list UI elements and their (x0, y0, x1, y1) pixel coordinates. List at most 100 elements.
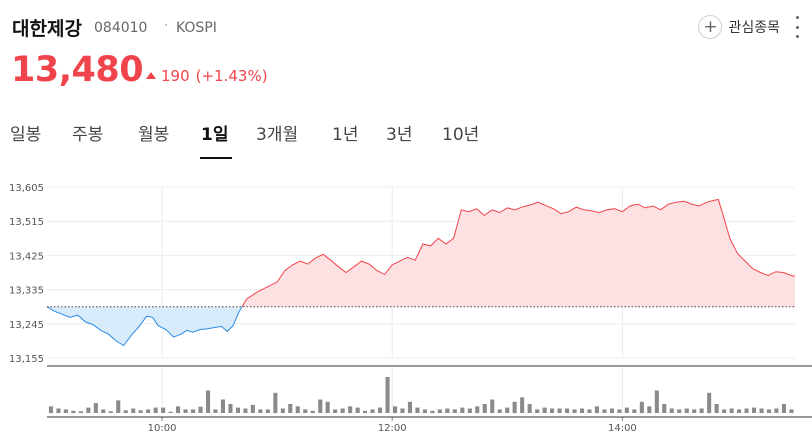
volume-bar (378, 407, 383, 413)
volume-bar (729, 408, 734, 413)
tab-monthly[interactable]: 월봉 (138, 125, 170, 145)
x-tick-label: 14:00 (608, 423, 637, 434)
volume-bar (176, 406, 181, 414)
volume-bar (565, 408, 570, 413)
volume-bar (647, 406, 652, 414)
stock-code: 084010 (94, 20, 148, 36)
add-watchlist-button[interactable]: + 관심종목 (698, 15, 780, 39)
volume-bar (400, 408, 405, 413)
volume-bar (632, 409, 637, 413)
volume-bar (348, 406, 353, 414)
tab-1year[interactable]: 1년 (332, 125, 359, 145)
volume-bar (303, 409, 308, 413)
volume-bar (744, 408, 749, 413)
volume-bar (280, 408, 285, 413)
volume-bar (662, 404, 667, 413)
down-area (47, 306, 795, 346)
volume-bar (288, 404, 293, 413)
volume-bar (490, 399, 495, 413)
volume-bar (318, 399, 323, 413)
volume-bar (273, 392, 278, 414)
volume-bar (93, 403, 98, 413)
tab-weekly[interactable]: 주봉 (72, 125, 104, 145)
volume-bar (774, 408, 779, 413)
volume-bar (669, 408, 674, 413)
volume-bar (759, 408, 764, 413)
tab-10year[interactable]: 10년 (442, 125, 480, 145)
volume-bar (146, 409, 151, 413)
stock-name: 대한제강 (12, 18, 82, 40)
volume-bar (355, 407, 360, 413)
separator-dot: · (164, 18, 169, 34)
volume-bar (452, 409, 457, 413)
volume-bar (220, 399, 225, 413)
volume-bar (445, 408, 450, 413)
volume-bar (624, 407, 629, 413)
up-line (47, 198, 796, 307)
tab-3year[interactable]: 3년 (386, 125, 413, 145)
x-axis: 10:00 12:00 14:00 (47, 416, 812, 434)
change-amount: 190 (161, 67, 190, 85)
volume-bar (415, 407, 420, 413)
volume-bar (63, 409, 68, 413)
volume-bar (714, 404, 719, 413)
volume-bar (48, 406, 53, 414)
volume-bar (86, 407, 91, 413)
volume-bar (385, 377, 390, 413)
volume-bar (722, 409, 727, 413)
volume-bar (168, 411, 173, 413)
volume-bar (295, 406, 300, 414)
volume-bar (325, 401, 330, 414)
volume-bar (767, 409, 772, 413)
volume-bar (550, 408, 555, 413)
tab-3month[interactable]: 3개월 (256, 125, 299, 145)
volume-bar (699, 408, 704, 413)
volume-bar (116, 400, 121, 413)
volume-bar (138, 410, 143, 413)
down-line (46, 306, 243, 347)
y-tick-label: 13,155 (9, 354, 44, 365)
volume-bar (370, 409, 375, 413)
volume-bar (520, 397, 525, 413)
y-tick-label: 13,335 (9, 286, 44, 297)
volume-bar (191, 409, 196, 413)
x-tick-label: 10:00 (148, 423, 177, 434)
tab-1day[interactable]: 1일 (201, 125, 229, 145)
volume-bar (250, 404, 255, 413)
volume-bar (781, 404, 786, 413)
volume-bar (684, 408, 689, 413)
volume-bar (482, 404, 487, 413)
volume-bar (310, 410, 315, 414)
y-tick-label: 13,605 (9, 183, 44, 194)
intraday-chart[interactable]: 13,605 13,515 13,425 13,335 13,245 13,155 10:… (0, 172, 812, 441)
y-tick-label: 13,245 (9, 320, 44, 331)
volume-bar (228, 404, 233, 413)
volume-bar (572, 409, 577, 413)
volume-bar (737, 409, 742, 413)
volume-bar (602, 409, 607, 413)
x-tick-label: 12:00 (378, 423, 407, 434)
volume-bar (108, 411, 113, 413)
volume-bar (497, 409, 502, 413)
volume-bar (422, 409, 427, 413)
volume-bar (542, 407, 547, 413)
volume-bar (609, 408, 614, 413)
volume-bar (206, 390, 211, 413)
volume-bar (340, 408, 345, 413)
volume-bar (527, 404, 532, 413)
y-tick-label: 13,515 (9, 217, 44, 228)
volume-bar (153, 407, 158, 413)
volume-bar (123, 410, 128, 413)
volume-bar (213, 409, 218, 413)
up-triangle-icon (146, 72, 156, 79)
volume-bar (639, 401, 644, 414)
volume-bar (78, 411, 83, 413)
volume-bar (333, 409, 338, 413)
volume-bar (131, 408, 136, 413)
tab-daily[interactable]: 일봉 (10, 125, 42, 145)
more-vertical-icon[interactable] (794, 16, 800, 38)
active-tab-indicator (200, 157, 232, 159)
volume-bar (101, 409, 106, 413)
volume-bar (243, 408, 248, 413)
period-tabs: 일봉 주봉 월봉 1일 3개월 1년 3년 10년 (0, 116, 812, 162)
